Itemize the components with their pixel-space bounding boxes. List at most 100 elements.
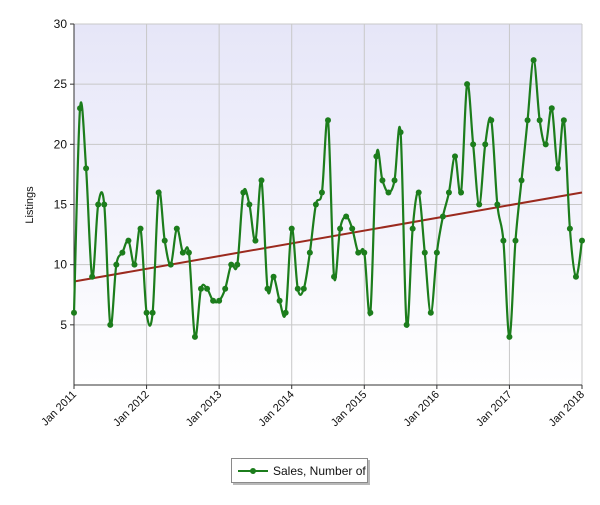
x-tick-label: Jan 2012 xyxy=(111,389,151,429)
data-point xyxy=(252,237,259,244)
data-point xyxy=(427,309,434,316)
y-axis-label: Listings xyxy=(24,186,36,224)
x-tick-label: Jan 2017 xyxy=(474,389,514,429)
data-point xyxy=(554,165,561,172)
data-point xyxy=(312,201,319,208)
data-point xyxy=(234,261,241,268)
data-point xyxy=(512,237,519,244)
data-point xyxy=(300,285,307,292)
y-tick-label: 10 xyxy=(54,258,68,272)
data-point xyxy=(433,249,440,256)
data-point xyxy=(379,177,386,184)
data-point xyxy=(325,117,331,124)
data-point xyxy=(337,225,344,232)
data-point xyxy=(282,309,289,316)
data-point xyxy=(185,249,192,256)
data-point xyxy=(572,273,579,280)
data-point xyxy=(246,201,253,208)
data-point xyxy=(294,285,301,292)
data-point xyxy=(137,225,144,232)
y-tick-label: 5 xyxy=(60,318,67,332)
data-point xyxy=(452,153,458,160)
data-point xyxy=(355,249,362,256)
legend: Sales, Number of xyxy=(231,458,368,483)
y-tick-label: 20 xyxy=(54,137,68,151)
data-point xyxy=(566,225,573,232)
data-point xyxy=(409,225,416,232)
legend-series-label: Sales, Number of xyxy=(273,463,366,478)
data-point xyxy=(482,141,489,148)
data-point xyxy=(464,81,471,88)
legend-series-swatch xyxy=(238,466,268,476)
data-point xyxy=(173,225,180,232)
data-point xyxy=(373,153,380,160)
data-point xyxy=(403,321,410,328)
data-point xyxy=(107,321,114,328)
x-tick-label: Jan 2013 xyxy=(184,389,224,429)
y-tick-label: 30 xyxy=(54,17,68,31)
y-tick-label: 15 xyxy=(54,198,68,212)
data-point xyxy=(488,117,495,124)
data-point xyxy=(385,189,392,196)
data-point xyxy=(228,261,235,268)
data-point xyxy=(548,105,555,112)
data-point xyxy=(318,189,325,196)
data-point xyxy=(476,201,483,208)
data-point xyxy=(518,177,525,184)
data-point xyxy=(306,249,313,256)
data-point xyxy=(439,213,446,220)
data-point xyxy=(270,273,277,280)
x-tick-label: Jan 2016 xyxy=(401,389,441,429)
data-point xyxy=(415,189,422,196)
data-point xyxy=(83,165,90,172)
x-tick-label: Jan 2011 xyxy=(39,389,79,429)
data-point xyxy=(494,201,501,208)
data-point xyxy=(161,237,168,244)
y-tick-label: 25 xyxy=(54,77,68,91)
x-tick-label: Jan 2018 xyxy=(547,389,587,429)
data-point xyxy=(421,249,428,256)
data-point xyxy=(536,117,543,124)
data-point xyxy=(367,309,374,316)
data-point xyxy=(155,189,162,196)
data-point xyxy=(77,105,84,112)
data-point xyxy=(216,297,223,304)
data-point xyxy=(579,237,585,244)
data-point xyxy=(258,177,265,184)
data-point xyxy=(331,273,338,280)
data-point xyxy=(240,189,247,196)
data-point xyxy=(343,213,350,220)
data-point xyxy=(542,141,549,148)
data-point xyxy=(167,261,174,268)
data-point xyxy=(222,285,229,292)
data-point xyxy=(391,177,398,184)
data-point xyxy=(445,189,452,196)
data-point xyxy=(71,309,77,316)
data-point xyxy=(349,225,356,232)
data-point xyxy=(470,141,477,148)
data-point xyxy=(95,201,102,208)
data-point xyxy=(500,237,507,244)
data-point xyxy=(89,273,96,280)
data-point xyxy=(125,237,132,244)
data-point xyxy=(143,309,150,316)
data-point xyxy=(524,117,531,124)
data-point xyxy=(458,189,465,196)
x-tick-label: Jan 2014 xyxy=(256,389,296,429)
data-point xyxy=(506,333,513,340)
data-point xyxy=(149,309,156,316)
data-point xyxy=(560,117,567,124)
data-point xyxy=(179,249,186,256)
data-point xyxy=(276,297,283,304)
x-tick-label: Jan 2015 xyxy=(329,389,369,429)
data-point xyxy=(361,249,368,256)
data-point xyxy=(530,57,537,64)
data-point xyxy=(191,333,198,340)
data-point xyxy=(119,249,126,256)
data-point xyxy=(131,261,138,268)
series-layer xyxy=(71,57,585,340)
data-point xyxy=(210,297,217,304)
data-point xyxy=(264,285,271,292)
